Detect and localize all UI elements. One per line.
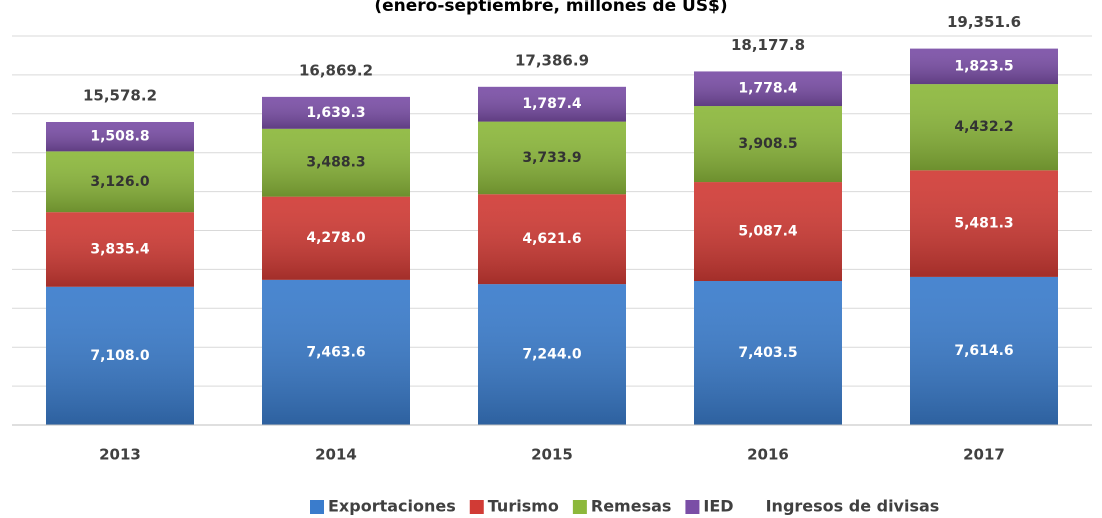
bar-shade [910,170,1058,277]
data-label: 3,126.0 [90,174,150,190]
data-label: 7,108.0 [90,348,150,364]
bar-shade [262,96,410,129]
legend-label: IED [703,497,733,516]
data-label: 5,481.3 [954,216,1013,232]
legend-swatch [310,500,324,514]
legend-label: Exportaciones [328,497,456,516]
bar-shade [478,121,626,195]
legend-swatch [685,500,700,514]
total-label: 15,578.2 [83,87,157,105]
bar-shade [694,71,842,107]
data-label: 3,835.4 [90,241,150,257]
data-label: 4,621.6 [522,231,581,247]
data-label: 4,278.0 [306,230,366,246]
total-label: 18,177.8 [731,36,805,54]
x-tick-label: 2014 [315,446,357,464]
data-label: 3,733.9 [522,150,581,166]
legend-swatch [469,500,484,514]
bar-shade [694,281,842,425]
data-label: 7,403.5 [738,345,797,361]
data-label: 4,432.2 [954,119,1013,135]
bar-shade [262,128,410,197]
bar-shade [910,84,1058,171]
bar-shade [910,276,1058,425]
bar-shade [262,196,410,280]
bar-shade [46,212,194,287]
data-label: 1,787.4 [522,96,582,112]
x-tick-label: 2016 [747,446,789,464]
data-label: 1,778.4 [738,81,798,97]
legend-label: Turismo [488,497,559,516]
data-label: 7,244.0 [522,347,582,363]
data-label: 1,508.8 [90,129,149,145]
total-label: 16,869.2 [299,61,373,79]
bar-shade [262,279,410,425]
bar-shade [694,182,842,282]
legend-label: Remesas [591,497,672,516]
data-label: 7,463.6 [306,344,365,360]
legend-swatch [572,500,587,514]
bar-shade [694,106,842,183]
data-label: 7,614.6 [954,343,1013,359]
bar-shade [46,286,194,425]
bar-shade [478,194,626,285]
x-tick-label: 2017 [963,446,1005,464]
x-tick-label: 2015 [531,446,573,464]
total-label: 19,351.6 [947,13,1021,31]
data-label: 5,087.4 [738,224,798,240]
bar-shade [478,86,626,122]
bar-shade [46,122,194,152]
data-label: 1,639.3 [306,105,365,121]
chart-title: (enero-septiembre, millones de US$) [374,0,727,16]
bar-shade [910,48,1058,85]
x-tick-label: 2013 [99,446,141,464]
data-label: 3,488.3 [306,155,365,171]
data-label: 1,823.5 [954,58,1013,74]
legend-label: Ingresos de divisas [766,497,940,516]
total-label: 17,386.9 [515,51,589,69]
data-label: 3,908.5 [738,136,797,152]
bar-shade [478,284,626,425]
bar-shade [46,151,194,213]
